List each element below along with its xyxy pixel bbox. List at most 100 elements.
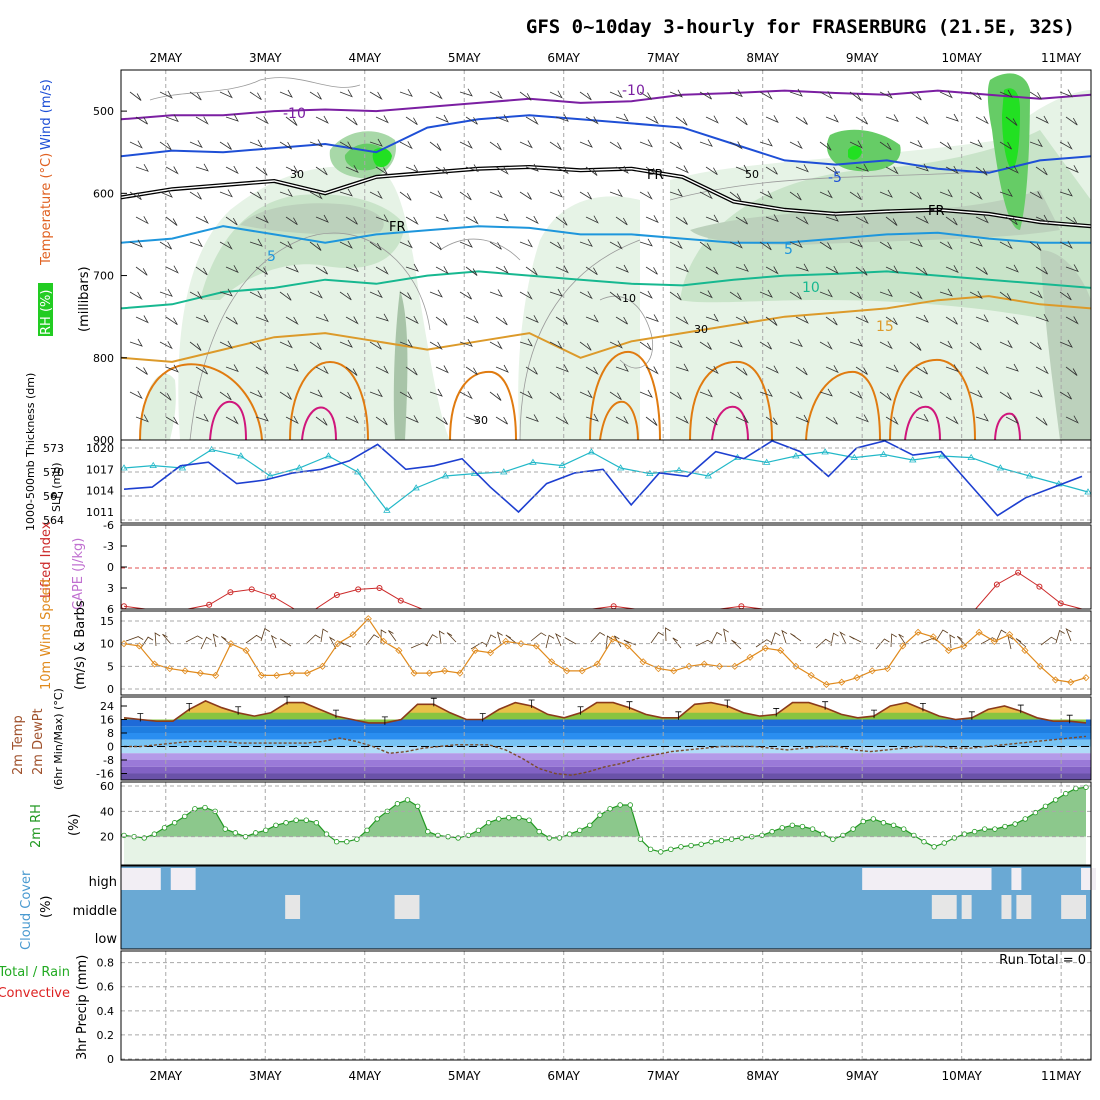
top-date-label: 5MAY	[448, 51, 481, 65]
thickness-point	[324, 452, 333, 459]
wind-barb	[345, 415, 359, 424]
rh2m-ylabel: 2m RH	[29, 804, 44, 848]
wind-barb	[795, 263, 809, 272]
wind-barb	[915, 366, 928, 375]
li-tick-label: -6	[103, 519, 114, 532]
wind-barb	[729, 89, 743, 98]
wind-barb	[369, 190, 383, 200]
slp-tick-label: 1017	[86, 463, 114, 476]
wind-barb	[435, 166, 448, 175]
wind-barb	[525, 414, 539, 423]
wind-barb	[369, 91, 383, 101]
wind-barb	[435, 266, 449, 275]
wind-barb	[795, 414, 809, 423]
isotherm-lines	[121, 89, 1091, 363]
wind-barb	[885, 265, 899, 274]
wind-speed-point	[777, 646, 785, 655]
wind-barb	[165, 364, 179, 373]
wind-barb	[879, 289, 893, 297]
wind-barb	[735, 366, 748, 376]
wind-barb	[579, 239, 593, 247]
wind-barb	[189, 390, 203, 399]
surface-wind-barb	[485, 634, 497, 648]
wind-barb	[195, 116, 209, 125]
wind-barb	[465, 164, 479, 173]
wind-speed-point	[227, 640, 235, 648]
wind-barb	[405, 216, 419, 226]
thickness-point	[295, 464, 303, 471]
rh-shading	[140, 73, 1091, 440]
wind-barb	[549, 141, 562, 151]
wind-speed-point	[578, 667, 586, 675]
isotherm-label-neg10: -10	[622, 83, 645, 99]
wind-barb	[849, 291, 863, 301]
isotherm-line	[121, 225, 1091, 244]
wind-barb	[909, 239, 923, 248]
wind-barb	[915, 163, 929, 172]
wind-speed-point	[700, 660, 708, 668]
wind-barb	[219, 141, 232, 150]
wind-speed-point	[624, 642, 632, 650]
millibars-label: (millibars)	[77, 266, 92, 332]
lifted-index-point	[248, 586, 255, 593]
rh-point	[283, 820, 289, 826]
wind-barb	[1065, 366, 1078, 376]
rh2m-unit: (%)	[67, 814, 82, 837]
rh-legend-swatch	[38, 283, 53, 336]
wind-barb	[1035, 115, 1049, 124]
cloud-ylabel: Cloud Cover	[19, 870, 34, 950]
minmax-marker	[626, 701, 633, 710]
wind-barb	[699, 290, 713, 299]
wind-barb	[519, 140, 533, 149]
thickness-point	[616, 464, 625, 471]
rh-axis-ticks: 60 40 20	[100, 780, 1091, 844]
wind-barb	[609, 189, 623, 198]
wind-barb	[375, 214, 389, 223]
rh-point	[728, 836, 735, 842]
wind-speed-point	[288, 669, 296, 677]
pressure-tick-label: 700	[93, 270, 114, 283]
rh-point	[252, 830, 259, 836]
top-date-label: 10MAY	[942, 51, 983, 65]
wind-barb	[789, 191, 802, 201]
thickness-point	[792, 452, 800, 459]
wind-barb	[339, 391, 352, 400]
surface-wind-barb	[890, 633, 897, 648]
wind-barb	[849, 390, 863, 400]
wind-barb	[159, 189, 173, 198]
isotherm-label-neg5: -5	[828, 170, 842, 186]
thickness-point	[1084, 488, 1092, 495]
rh-point	[870, 816, 877, 822]
rh-point	[171, 820, 178, 826]
wind-barb	[789, 88, 803, 97]
wind-barb	[675, 363, 689, 372]
thickness-point	[675, 466, 683, 473]
wind-barb	[819, 241, 832, 250]
temp-tick-label: -16	[96, 768, 114, 781]
wind-speed-point	[990, 637, 998, 645]
wind-barb	[645, 266, 658, 275]
wind-barb	[645, 416, 658, 426]
wind-barb	[585, 314, 599, 323]
wind-barb	[249, 290, 263, 300]
lifted-index-point	[1036, 583, 1043, 590]
wind-barb	[405, 415, 419, 424]
wind-barb	[195, 163, 209, 172]
wind-barb	[759, 389, 773, 397]
thickness-point	[1025, 472, 1034, 479]
wind-speed-point	[731, 662, 739, 670]
wind-barb	[669, 340, 683, 349]
wind-barb	[819, 289, 833, 298]
wind-barb	[465, 266, 478, 276]
wind-barb	[435, 114, 449, 123]
thickness-tick-label: 570	[43, 466, 64, 479]
wind-barb	[1029, 191, 1043, 200]
rh-point	[961, 831, 968, 837]
lifted-index-point	[206, 601, 213, 608]
dewpoint-line	[124, 735, 1087, 776]
precip-tick-label: 0	[107, 1053, 114, 1066]
precip-tick-label: 0.4	[97, 1005, 115, 1018]
isotherm-line	[121, 89, 1091, 121]
wind-speed-point	[853, 674, 861, 682]
isotherm-line	[121, 114, 1091, 174]
